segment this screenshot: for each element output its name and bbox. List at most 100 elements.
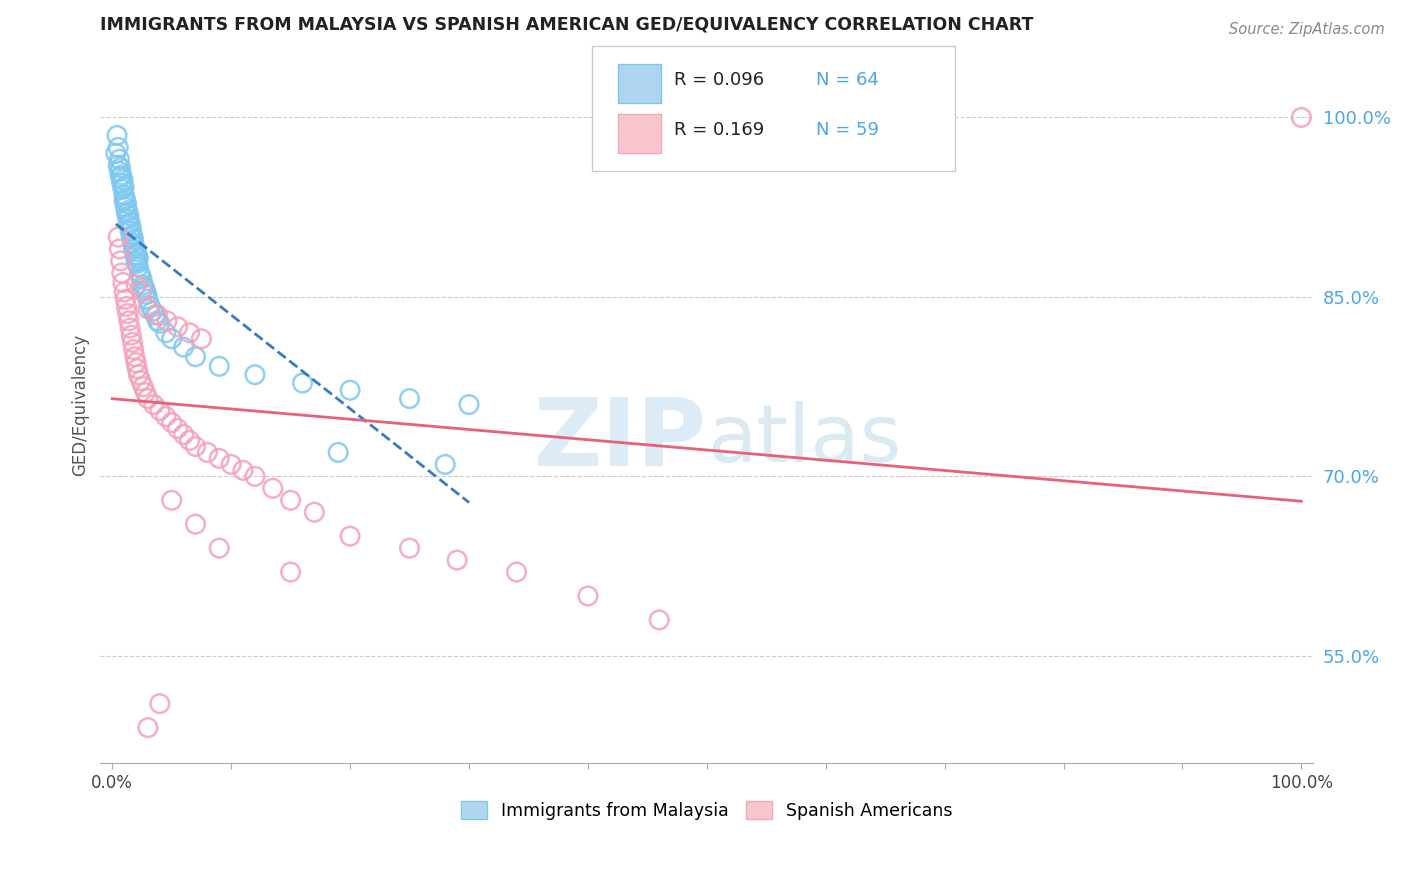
Point bbox=[117, 307, 139, 321]
Point bbox=[111, 172, 134, 186]
Point bbox=[120, 328, 142, 343]
Point bbox=[149, 316, 172, 330]
Point bbox=[111, 276, 134, 290]
Point bbox=[156, 314, 179, 328]
Point bbox=[111, 168, 134, 182]
Point bbox=[112, 179, 135, 194]
Point bbox=[107, 158, 129, 172]
Point bbox=[173, 427, 195, 442]
Point bbox=[125, 356, 148, 370]
Text: atlas: atlas bbox=[707, 401, 901, 480]
Point bbox=[105, 128, 128, 143]
Point bbox=[179, 434, 201, 448]
Text: R = 0.096: R = 0.096 bbox=[673, 70, 765, 89]
Point bbox=[120, 230, 142, 244]
Point bbox=[505, 565, 527, 579]
Point bbox=[108, 164, 131, 178]
Point bbox=[127, 361, 149, 376]
Point bbox=[131, 272, 153, 286]
Point bbox=[127, 368, 149, 382]
Point bbox=[124, 350, 146, 364]
Point bbox=[122, 242, 145, 256]
Text: N = 59: N = 59 bbox=[815, 121, 879, 139]
Point bbox=[195, 445, 218, 459]
Point bbox=[104, 146, 127, 161]
Point bbox=[110, 170, 132, 185]
Point bbox=[166, 319, 188, 334]
Point bbox=[458, 398, 481, 412]
Point bbox=[243, 469, 266, 483]
Point bbox=[166, 421, 188, 435]
Point bbox=[114, 293, 136, 307]
Text: R = 0.169: R = 0.169 bbox=[673, 121, 765, 139]
Point bbox=[136, 392, 159, 406]
Point bbox=[328, 445, 350, 459]
Point bbox=[118, 209, 141, 223]
Point bbox=[648, 613, 671, 627]
Point bbox=[127, 248, 149, 262]
Point bbox=[114, 192, 136, 206]
Point bbox=[142, 398, 165, 412]
Point bbox=[146, 314, 169, 328]
Point bbox=[122, 343, 145, 357]
Point bbox=[190, 332, 212, 346]
Point bbox=[111, 182, 134, 196]
Point bbox=[135, 287, 157, 301]
Point bbox=[111, 266, 134, 280]
Point bbox=[135, 284, 157, 298]
Point bbox=[124, 240, 146, 254]
Text: N = 64: N = 64 bbox=[815, 70, 879, 89]
Point bbox=[127, 256, 149, 270]
Point bbox=[131, 284, 153, 298]
Point bbox=[219, 458, 242, 472]
Text: IMMIGRANTS FROM MALAYSIA VS SPANISH AMERICAN GED/EQUIVALENCY CORRELATION CHART: IMMIGRANTS FROM MALAYSIA VS SPANISH AMER… bbox=[100, 15, 1033, 33]
Point bbox=[122, 232, 145, 246]
Point bbox=[160, 493, 183, 508]
Point bbox=[121, 335, 143, 350]
Point bbox=[208, 541, 231, 555]
Point bbox=[135, 385, 157, 400]
Point bbox=[110, 161, 132, 175]
Point bbox=[339, 529, 361, 543]
Point bbox=[125, 254, 148, 268]
Point bbox=[127, 260, 149, 274]
Point bbox=[576, 589, 599, 603]
Point bbox=[115, 206, 138, 220]
Point bbox=[208, 359, 231, 374]
Point bbox=[120, 220, 142, 235]
Point bbox=[110, 254, 132, 268]
Point bbox=[129, 374, 152, 388]
Point bbox=[136, 293, 159, 307]
Point bbox=[149, 403, 172, 417]
Point bbox=[115, 196, 138, 211]
Point bbox=[243, 368, 266, 382]
Point bbox=[124, 248, 146, 262]
Point bbox=[143, 308, 166, 322]
Point bbox=[129, 268, 152, 283]
Point bbox=[120, 216, 142, 230]
Point bbox=[155, 326, 177, 340]
Point bbox=[125, 244, 148, 259]
Point bbox=[107, 230, 129, 244]
Point bbox=[108, 153, 131, 167]
Point bbox=[132, 379, 155, 393]
Point bbox=[142, 304, 165, 318]
Point bbox=[127, 252, 149, 266]
Point bbox=[121, 227, 143, 242]
Point bbox=[134, 280, 156, 294]
Point bbox=[398, 392, 420, 406]
FancyBboxPatch shape bbox=[619, 114, 661, 153]
Text: Source: ZipAtlas.com: Source: ZipAtlas.com bbox=[1229, 22, 1385, 37]
Point bbox=[107, 140, 129, 154]
Point bbox=[434, 458, 457, 472]
Point bbox=[128, 266, 150, 280]
Legend: Immigrants from Malaysia, Spanish Americans: Immigrants from Malaysia, Spanish Americ… bbox=[454, 794, 959, 827]
Point bbox=[136, 721, 159, 735]
FancyBboxPatch shape bbox=[619, 63, 661, 103]
Point bbox=[114, 200, 136, 214]
Point bbox=[160, 332, 183, 346]
Point bbox=[112, 188, 135, 202]
Point bbox=[136, 301, 159, 316]
Point bbox=[232, 463, 254, 477]
Point bbox=[184, 517, 207, 532]
